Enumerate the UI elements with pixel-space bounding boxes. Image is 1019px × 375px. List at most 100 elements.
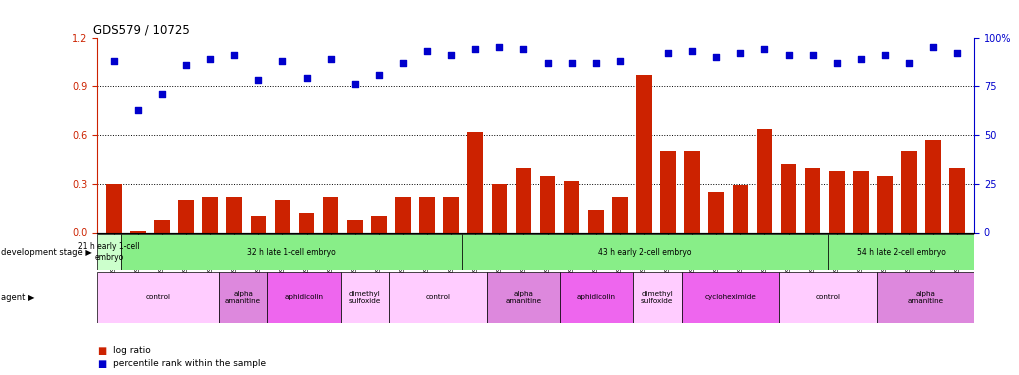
Text: alpha
amanitine: alpha amanitine [907,291,943,304]
Bar [346,219,362,232]
Point [299,75,315,81]
Bar [467,132,483,232]
Bar [491,184,506,232]
Point [707,54,723,60]
Bar [267,272,340,322]
Text: 21 h early 1-cell
embryo: 21 h early 1-cell embryo [78,243,140,262]
Bar [516,168,531,232]
Text: agent ▶: agent ▶ [1,292,35,302]
Bar [97,272,218,322]
Bar [539,176,554,232]
Bar [779,272,875,322]
Bar [780,164,796,232]
Point [876,52,893,58]
Bar [202,197,218,232]
Point [780,52,796,58]
Text: aphidicolin: aphidicolin [577,294,615,300]
Bar [486,272,559,322]
Point [562,60,579,66]
Point [467,46,483,52]
Point [491,44,507,50]
Point [948,50,964,56]
Point [250,77,266,83]
Point [370,72,386,78]
Point [732,50,748,56]
Text: aphidicolin: aphidicolin [284,294,323,300]
Bar [564,180,579,232]
Point [177,62,194,68]
Bar [394,197,411,232]
Bar [633,272,681,322]
Bar [443,197,459,232]
Bar [226,197,242,232]
Bar [708,192,723,232]
Text: alpha
amanitine: alpha amanitine [225,291,261,304]
Point [274,58,290,64]
Point [755,46,771,52]
Bar [875,272,973,322]
Point [587,60,603,66]
Bar [121,234,462,270]
Text: 43 h early 2-cell embryo: 43 h early 2-cell embryo [598,248,691,256]
Bar [901,151,916,232]
Point [106,58,122,64]
Bar [340,272,389,322]
Point [804,52,820,58]
Text: GDS579 / 10725: GDS579 / 10725 [93,23,190,36]
Point [202,56,218,62]
Bar [299,213,314,232]
Bar [559,272,633,322]
Text: control: control [814,294,840,300]
Text: ■: ■ [97,346,106,355]
Text: control: control [145,294,170,300]
Bar [949,168,964,232]
Bar [681,272,779,322]
Point [900,60,916,66]
Bar [924,140,941,232]
Bar [611,197,627,232]
Point [659,50,676,56]
Bar [129,231,146,232]
Text: 54 h late 2-cell embryo: 54 h late 2-cell embryo [856,248,945,256]
Text: log ratio: log ratio [113,346,151,355]
Text: development stage ▶: development stage ▶ [1,248,92,256]
Bar [462,234,827,270]
Point [635,11,651,17]
Bar [659,151,676,232]
Bar [804,168,819,232]
Bar [274,200,290,232]
Bar [322,197,338,232]
Point [322,56,338,62]
Bar [419,197,434,232]
Point [442,52,459,58]
Bar [684,151,699,232]
Bar [732,185,748,232]
Text: alpha
amanitine: alpha amanitine [504,291,541,304]
Bar [852,171,868,232]
Text: 32 h late 1-cell embryo: 32 h late 1-cell embryo [248,248,336,256]
Text: control: control [425,294,450,300]
Point [515,46,531,52]
Bar [251,216,266,232]
Bar [827,234,973,270]
Bar [106,184,121,232]
Bar [178,200,194,232]
Bar [218,272,267,322]
Bar [636,75,651,232]
Point [226,52,243,58]
Point [539,60,555,66]
Bar [587,210,603,232]
Point [827,60,844,66]
Point [419,48,435,54]
Bar [828,171,844,232]
Text: dimethyl
sulfoxide: dimethyl sulfoxide [641,291,673,304]
Point [394,60,411,66]
Text: ■: ■ [97,359,106,369]
Text: cycloheximide: cycloheximide [704,294,756,300]
Bar [389,272,486,322]
Point [129,106,146,112]
Point [611,58,628,64]
Bar [756,129,771,232]
Point [684,48,700,54]
Point [924,44,941,50]
